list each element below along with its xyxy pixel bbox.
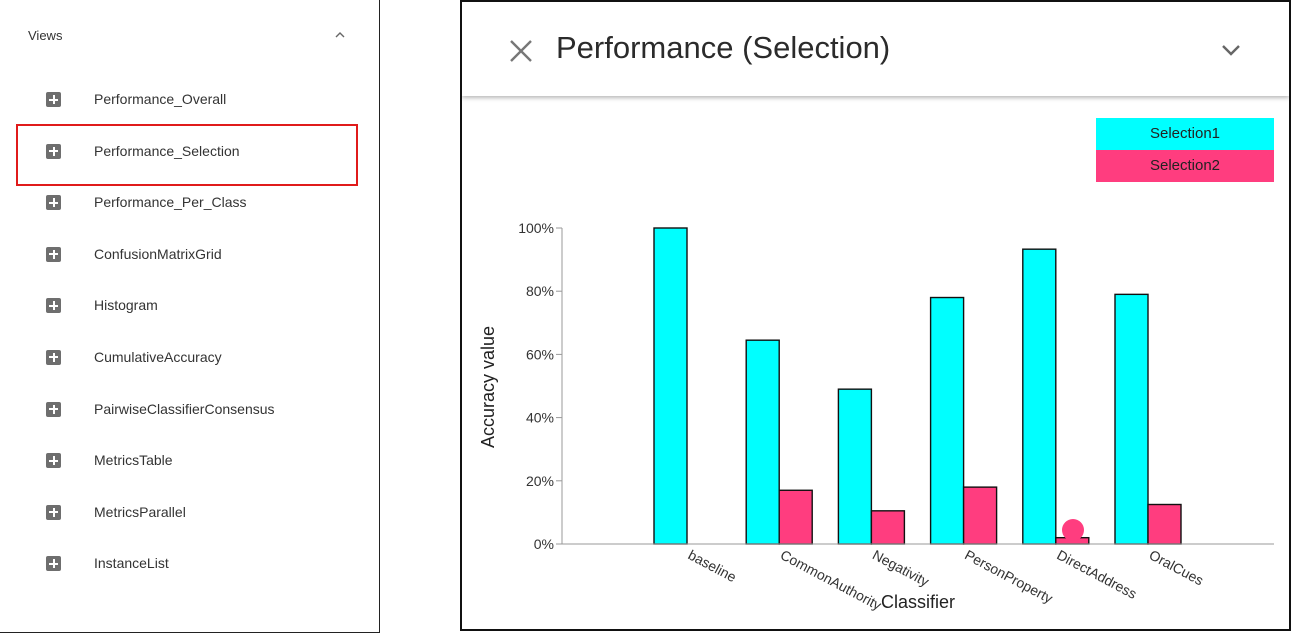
y-axis: 0% 20% 40% 60% 80% 100% (518, 220, 563, 552)
views-list: Performance_Overall Performance_Selectio… (0, 74, 379, 590)
view-item-performance-overall[interactable]: Performance_Overall (0, 74, 379, 126)
bars (653, 227, 1182, 545)
x-axis-label: Classifier (881, 592, 955, 612)
view-label: Performance_Per_Class (94, 194, 247, 211)
legend-item-selection1[interactable]: Selection1 (1096, 118, 1274, 150)
plus-icon[interactable] (46, 556, 61, 572)
y-tick-label: 0% (534, 536, 554, 552)
plus-icon[interactable] (46, 453, 61, 469)
view-item-performance-per-class[interactable]: Performance_Per_Class (0, 177, 379, 229)
bar-selection2-personproperty (962, 486, 998, 545)
card-title: Performance (Selection) (556, 30, 891, 65)
view-label: Histogram (94, 297, 158, 314)
plus-icon[interactable] (46, 92, 61, 107)
view-item-cumulative-accuracy[interactable]: CumulativeAccuracy (0, 332, 379, 384)
view-item-confusion-matrix-grid[interactable]: ConfusionMatrixGrid (0, 229, 379, 281)
view-item-histogram[interactable]: Histogram (0, 280, 379, 332)
legend: Selection1 Selection2 (1096, 118, 1274, 182)
view-item-metrics-table[interactable]: MetricsTable (0, 435, 379, 487)
x-tick-label: OralCues (1147, 547, 1207, 589)
x-tick-label: baseline (686, 547, 740, 586)
close-icon[interactable] (506, 36, 536, 66)
view-item-pairwise-classifier-consensus[interactable]: PairwiseClassifierConsensus (0, 384, 379, 436)
chevron-up-icon[interactable] (333, 30, 347, 40)
view-label: InstanceList (94, 555, 169, 572)
plus-icon[interactable] (46, 401, 61, 417)
plus-icon[interactable] (46, 298, 61, 314)
view-label: MetricsParallel (94, 503, 186, 520)
view-label: CumulativeAccuracy (94, 348, 222, 365)
bar-selection1-oralcues (1114, 293, 1149, 545)
bar-selection1-personproperty (929, 296, 965, 545)
bar-selection1-baseline (653, 227, 688, 545)
view-label: PairwiseClassifierConsensus (94, 400, 275, 417)
bar-selection1-commonauthority (745, 339, 780, 545)
plus-icon[interactable] (46, 143, 61, 159)
bar-selection2-oralcues (1147, 503, 1182, 545)
x-tick-label: Negativity (870, 547, 932, 590)
y-tick-label: 60% (526, 346, 554, 362)
view-item-instance-list[interactable]: InstanceList (0, 538, 379, 590)
legend-item-selection2[interactable]: Selection2 (1096, 150, 1274, 182)
bar-chart: 0% 20% 40% 60% 80% 100% baseline CommonAuthori… (478, 220, 1274, 614)
view-label: Performance_Overall (94, 91, 227, 107)
view-item-performance-selection[interactable]: Performance_Selection (0, 126, 379, 178)
view-label: MetricsTable (94, 452, 173, 469)
plus-icon[interactable] (46, 246, 61, 262)
x-tick-label: CommonAuthority (778, 547, 884, 614)
bar-selection1-negativity (837, 388, 873, 545)
x-tick-label: DirectAddress (1054, 547, 1139, 602)
plus-icon[interactable] (46, 504, 61, 520)
y-tick-label: 20% (526, 473, 554, 489)
x-tick-label: PersonProperty (962, 547, 1055, 607)
views-panel: Views Performance_Overall Performance_Se… (0, 0, 380, 633)
bar-selection2-commonauthority (778, 489, 813, 545)
bar-selection1-directaddress (1022, 248, 1057, 545)
y-tick-label: 100% (518, 220, 554, 236)
view-label: ConfusionMatrixGrid (94, 245, 222, 262)
bar-selection2-negativity (870, 510, 906, 545)
plus-icon[interactable] (46, 195, 61, 211)
view-item-metrics-parallel[interactable]: MetricsParallel (0, 487, 379, 539)
plus-icon[interactable] (46, 349, 61, 365)
views-title: Views (28, 28, 63, 43)
view-label: Performance_Selection (94, 142, 240, 159)
chevron-down-icon[interactable] (1220, 42, 1242, 58)
y-tick-label: 40% (526, 410, 554, 426)
hover-marker (1062, 519, 1084, 541)
y-axis-label: Accuracy value (478, 326, 498, 448)
card-header: Performance (Selection) (462, 2, 1289, 96)
performance-selection-card: Performance (Selection) 0% 20% 40% 60% 80% 10… (460, 0, 1291, 631)
y-tick-label: 80% (526, 283, 554, 299)
views-header[interactable]: Views (0, 0, 379, 72)
